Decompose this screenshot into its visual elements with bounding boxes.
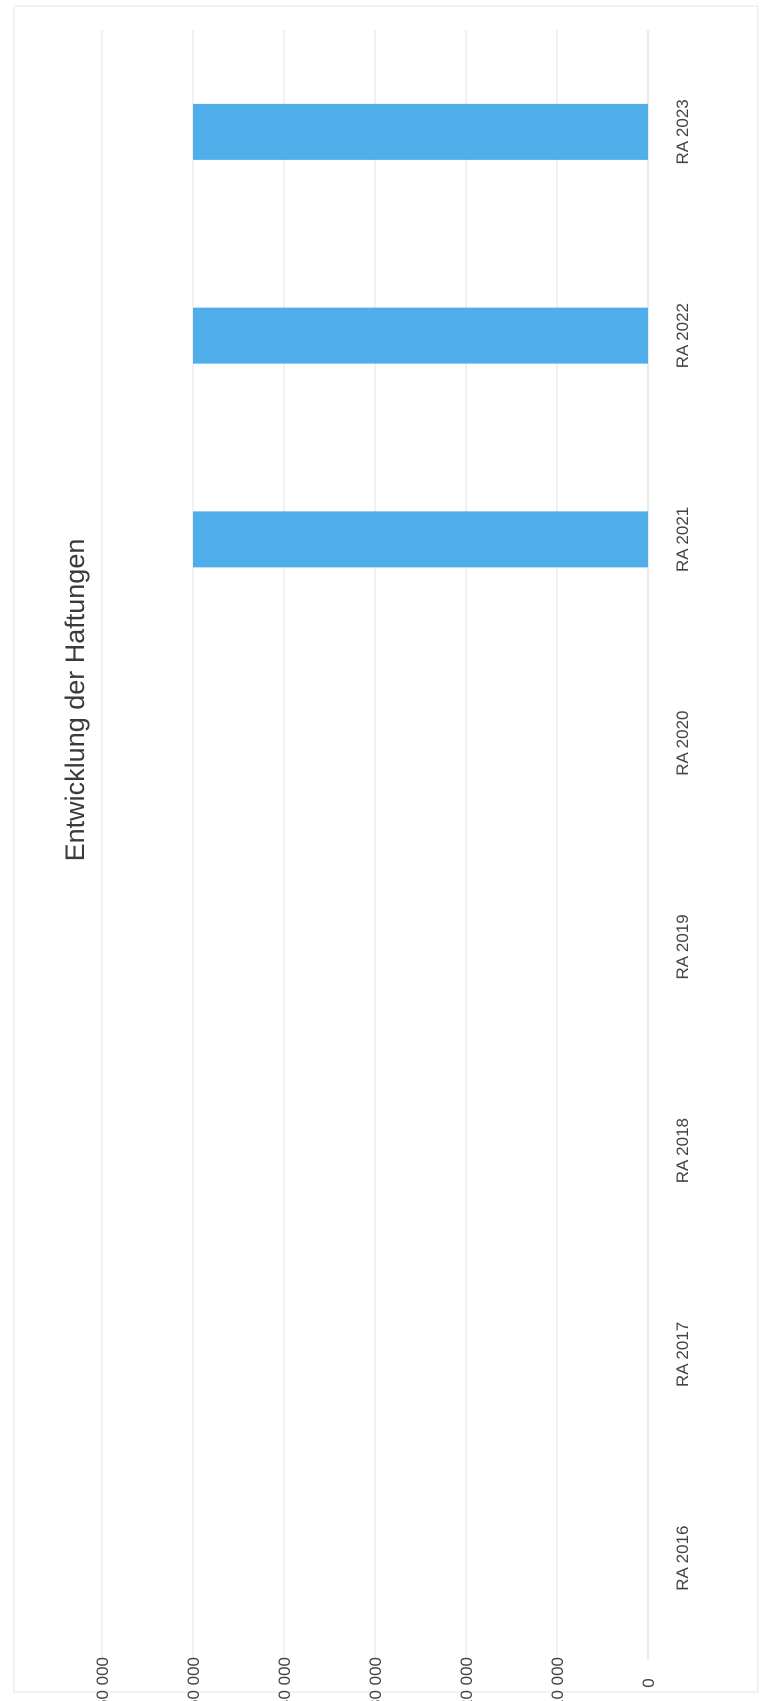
- value-tick-label: 0: [639, 1678, 658, 1687]
- value-tick-label: 10 000: [548, 1657, 567, 1701]
- value-tick-label: 20 000: [457, 1657, 476, 1701]
- value-tick-label: 40 000: [275, 1657, 294, 1701]
- value-tick-label: 50 000: [184, 1657, 203, 1701]
- bar: [193, 511, 648, 568]
- category-tick-label: RA 2021: [673, 507, 692, 572]
- bars: [193, 103, 648, 568]
- category-axis-ticks: RA 2016 RA 2017 RA 2018 RA 2019 RA 2020 RA 20…: [673, 99, 692, 1590]
- bar: [193, 307, 648, 364]
- category-tick-label: RA 2016: [673, 1526, 692, 1591]
- category-tick-label: RA 2022: [673, 303, 692, 368]
- chart-border: [13, 5, 759, 1693]
- value-tick-label: 60 000: [93, 1657, 112, 1701]
- category-tick-label: RA 2020: [673, 711, 692, 776]
- chart-title: Entwicklung der Haftungen: [60, 539, 90, 862]
- value-axis-ticks: 0 10 000 20 000 30 000 40 000 50 000 60 000: [93, 1657, 658, 1701]
- category-tick-label: RA 2018: [673, 1118, 692, 1183]
- category-tick-label: RA 2017: [673, 1322, 692, 1387]
- gridlines: [101, 30, 649, 1660]
- value-tick-label: 30 000: [366, 1657, 385, 1701]
- category-tick-label: RA 2023: [673, 99, 692, 164]
- category-tick-label: RA 2019: [673, 914, 692, 979]
- bar: [193, 103, 648, 160]
